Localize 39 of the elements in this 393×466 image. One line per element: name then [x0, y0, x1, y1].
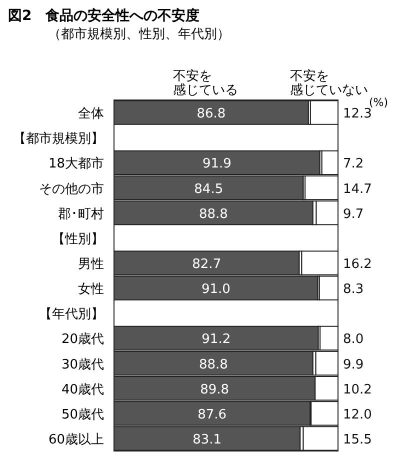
data-label: 8.0 — [343, 332, 364, 348]
data-label: 12.0 — [343, 407, 372, 422]
data-label: 88.8 — [198, 206, 228, 222]
y-tick-label: 60歳以上 — [48, 432, 104, 448]
data-label: 82.7 — [192, 256, 222, 272]
data-label: 14.7 — [343, 182, 372, 197]
data-label: 83.1 — [192, 432, 222, 448]
y-tick-label: 40歳代 — [61, 382, 104, 398]
data-label: 9.7 — [343, 206, 364, 222]
data-label: 10.2 — [343, 382, 372, 398]
data-label: 87.6 — [198, 407, 227, 422]
y-tick-label: 18大都市 — [48, 156, 104, 172]
chart-subtitle: （都市規模別、性別、年代別） — [48, 27, 230, 42]
y-tick-label: 20歳代 — [61, 332, 104, 348]
y-tick-label: 30歳代 — [61, 357, 104, 372]
data-label: 89.8 — [200, 382, 230, 398]
y-tick-label: 全体 — [78, 106, 104, 122]
y-tick-label: 50歳代 — [61, 407, 104, 422]
data-label: 8.3 — [343, 282, 364, 298]
y-tick-label: 女性 — [78, 282, 104, 298]
chart-title: 図2 食品の安全性への不安度 — [8, 7, 200, 24]
data-label: 12.3 — [343, 106, 372, 122]
data-label: 15.5 — [343, 432, 372, 448]
data-label: 91.0 — [201, 282, 230, 298]
data-label: 88.8 — [198, 357, 228, 372]
data-label: 7.2 — [343, 156, 364, 172]
data-label: 16.2 — [343, 256, 372, 272]
y-tick-label: 郡･町村 — [58, 206, 104, 222]
y-tick-label: 【性別】 — [52, 232, 104, 247]
data-label: 84.5 — [194, 182, 224, 197]
y-tick-label: その他の市 — [39, 182, 104, 197]
data-label: 86.8 — [196, 106, 226, 122]
data-label: 91.2 — [202, 332, 231, 348]
data-label: 9.9 — [343, 357, 364, 372]
y-tick-label: 【年代別】 — [39, 307, 104, 322]
data-label: 91.9 — [202, 156, 232, 172]
text: (%) — [368, 96, 388, 109]
y-tick-label: 【都市規模別】 — [13, 132, 104, 147]
y-tick-label: 男性 — [78, 256, 104, 272]
